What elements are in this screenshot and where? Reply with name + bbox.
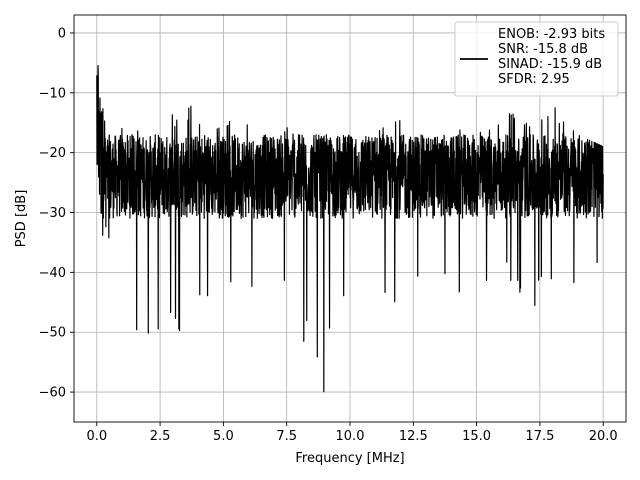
x-tick-label: 5.0 [213,429,234,444]
legend-sfdr: SFDR: 2.95 [498,72,570,87]
legend-box [454,21,619,97]
y-axis-label: PSD [dB] [14,190,29,248]
y-tick-label: −50 [39,326,66,341]
x-tick-label: 0.0 [86,429,107,444]
y-tick-label: −30 [39,206,66,221]
x-tick-label: 10.0 [336,429,365,444]
x-tick-label: 2.5 [150,429,171,444]
y-tick-label: −60 [39,386,66,401]
y-tick-label: −40 [39,266,66,281]
x-tick-label: 7.5 [276,429,297,444]
y-axis: 0 −10 −20 −30 −40 −50 −60 [39,26,74,401]
series-layer [96,65,604,393]
series-0-line [96,65,604,393]
legend-sinad: SINAD: -15.9 dB [498,57,602,72]
x-tick-label: 12.5 [399,429,428,444]
legend-snr: SNR: -15.8 dB [498,42,588,57]
x-axis-label: Frequency [MHz] [295,451,404,466]
legend-enob: ENOB: -2.93 bits [498,27,605,42]
x-axis: 0.0 2.5 5.0 7.5 10.0 12.5 15.0 17.5 20.0 [86,422,618,444]
y-tick-label: −20 [39,146,66,161]
x-tick-label: 17.5 [525,429,554,444]
x-tick-label: 20.0 [589,429,618,444]
y-tick-label: −10 [39,86,66,101]
legend: ENOB: -2.93 bits SNR: -15.8 dB SINAD: -1… [454,21,619,97]
y-tick-label: 0 [58,26,66,41]
x-tick-label: 15.0 [462,429,491,444]
